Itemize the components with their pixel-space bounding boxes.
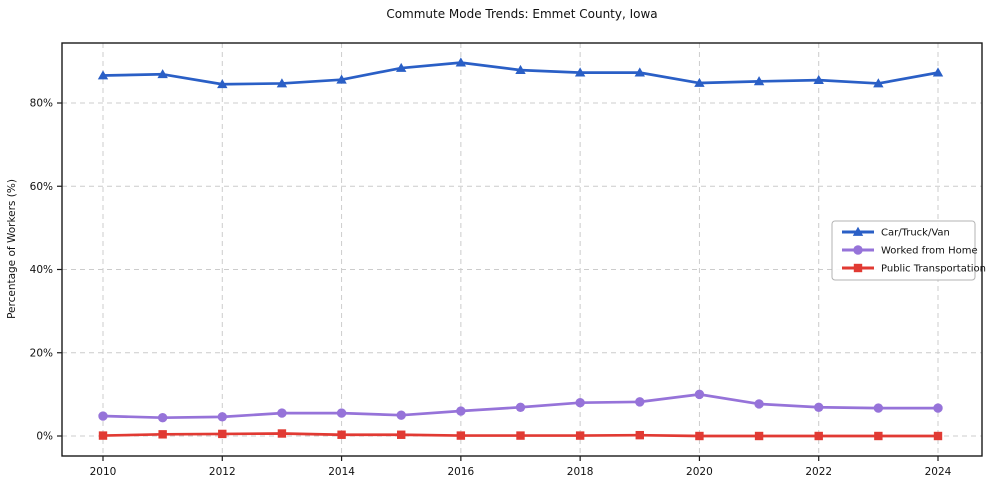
axes-spines [61,42,983,457]
series-marker-worked-from-home [754,399,764,409]
legend-sample-marker [853,245,863,255]
y-tick-label: 40% [30,264,53,276]
series-marker-worked-from-home [515,402,526,412]
series-marker-public-transportation [337,430,346,439]
series-marker-public-transportation [516,431,525,440]
series-marker-worked-from-home [694,389,705,400]
series-marker-public-transportation [695,431,704,441]
legend-sample-marker [852,226,864,236]
series-marker-worked-from-home [933,403,943,413]
chart-title: Commute Mode Trends: Emmet County, Iowa [386,7,658,21]
series-marker-worked-from-home [575,398,585,408]
series-marker-worked-from-home [157,412,168,423]
y-tick-label: 60% [30,181,53,193]
series-marker-public-transportation [814,431,823,441]
series-marker-car-truck-van [753,76,765,86]
series-marker-public-transportation [874,431,883,441]
series-marker-public-transportation [397,430,406,439]
series-marker-worked-from-home [635,397,645,407]
series-marker-worked-from-home [873,403,884,413]
series-marker-car-truck-van [97,70,109,80]
series-marker-public-transportation [456,431,466,440]
series-marker-car-truck-van [873,78,884,88]
y-tick-label: 0% [36,431,53,443]
series-marker-public-transportation [635,430,644,440]
x-tick-label: 2016 [447,466,474,478]
series-marker-car-truck-van [694,77,705,87]
x-tick-label: 2020 [686,466,713,478]
series-marker-worked-from-home [217,412,227,422]
series-marker-public-transportation [277,429,287,438]
series-marker-public-transportation [218,429,227,439]
series-marker-car-truck-van [336,74,347,84]
series-marker-car-truck-van [157,69,168,79]
series-marker-worked-from-home [277,408,287,418]
series-marker-car-truck-van [455,57,467,67]
legend-label-car-truck-van: Car/Truck/Van [881,228,950,239]
series-marker-public-transportation [575,431,585,440]
legend-label-public-transportation: Public Transportation [881,264,986,275]
series-marker-worked-from-home [456,406,466,416]
x-tick-label: 2012 [209,466,236,478]
series-marker-worked-from-home [98,411,108,421]
series-marker-car-truck-van [515,64,526,75]
series-marker-worked-from-home [396,410,406,420]
series-marker-car-truck-van [634,67,645,77]
series-marker-public-transportation [98,431,108,440]
x-tick-label: 2010 [90,466,117,478]
series-marker-worked-from-home [814,402,824,412]
series-marker-public-transportation [933,431,943,441]
series-marker-public-transportation [754,431,764,441]
x-tick-label: 2024 [925,466,952,478]
series-marker-worked-from-home [336,408,347,418]
y-tick-label: 80% [30,98,53,110]
series-marker-car-truck-van [396,62,407,72]
series-marker-car-truck-van [932,67,944,77]
y-tick-label: 20% [30,347,53,359]
series-marker-car-truck-van [217,79,228,89]
series-marker-car-truck-van [276,78,288,88]
legend-box [831,220,976,281]
legend-label-worked-from-home: Worked from Home [881,246,978,257]
x-tick-label: 2014 [328,466,355,478]
series-marker-car-truck-van [813,74,824,85]
series-marker-car-truck-van [574,67,586,77]
x-tick-label: 2022 [805,466,832,478]
x-tick-label: 2018 [567,466,594,478]
legend-sample-marker [853,263,863,273]
series-marker-public-transportation [158,430,167,439]
